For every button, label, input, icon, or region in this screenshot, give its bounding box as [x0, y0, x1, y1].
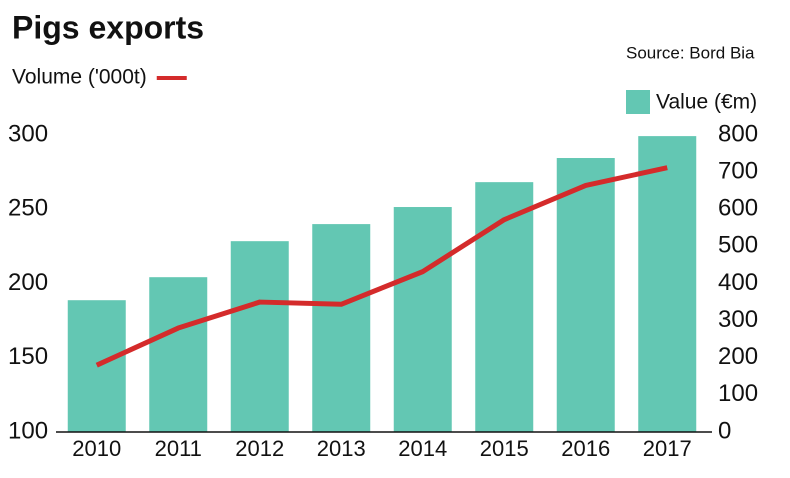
x-tick-label: 2014	[398, 436, 447, 461]
bar	[638, 136, 697, 432]
y2-tick-label: 300	[718, 306, 758, 333]
y2-tick-label: 0	[718, 417, 731, 444]
bar	[556, 158, 615, 432]
y-tick-label: 300	[8, 120, 48, 147]
y2-tick-label: 800	[718, 120, 758, 147]
y2-tick-label: 500	[718, 232, 758, 259]
y-tick-label: 150	[8, 343, 48, 370]
y2-tick-label: 700	[718, 157, 758, 184]
x-tick-label: 2010	[72, 436, 121, 461]
bar	[67, 300, 126, 432]
legend-swatch	[626, 90, 650, 114]
y2-tick-label: 100	[718, 380, 758, 407]
y2-tick-label: 400	[718, 269, 758, 296]
chart-title: Pigs exports	[12, 9, 204, 45]
x-tick-label: 2013	[317, 436, 366, 461]
bar	[475, 182, 534, 432]
x-tick-label: 2017	[643, 436, 692, 461]
x-tick-label: 2015	[480, 436, 529, 461]
legend-label: Volume ('000t)	[12, 66, 147, 89]
bar	[230, 241, 289, 432]
y-tick-label: 250	[8, 195, 48, 222]
bar	[149, 277, 208, 432]
y-tick-label: 100	[8, 417, 48, 444]
y-tick-label: 200	[8, 269, 48, 296]
line	[95, 165, 668, 368]
x-tick-label: 2016	[561, 436, 610, 461]
y2-tick-label: 600	[718, 195, 758, 222]
legend-label: Value (€m)	[656, 91, 757, 114]
source: Source: Bord Bia	[626, 43, 755, 62]
x-tick-label: 2011	[155, 436, 202, 461]
bar	[393, 207, 452, 432]
x-tick-label: 2012	[235, 436, 284, 461]
y2-tick-label: 200	[718, 343, 758, 370]
bar	[312, 224, 371, 432]
